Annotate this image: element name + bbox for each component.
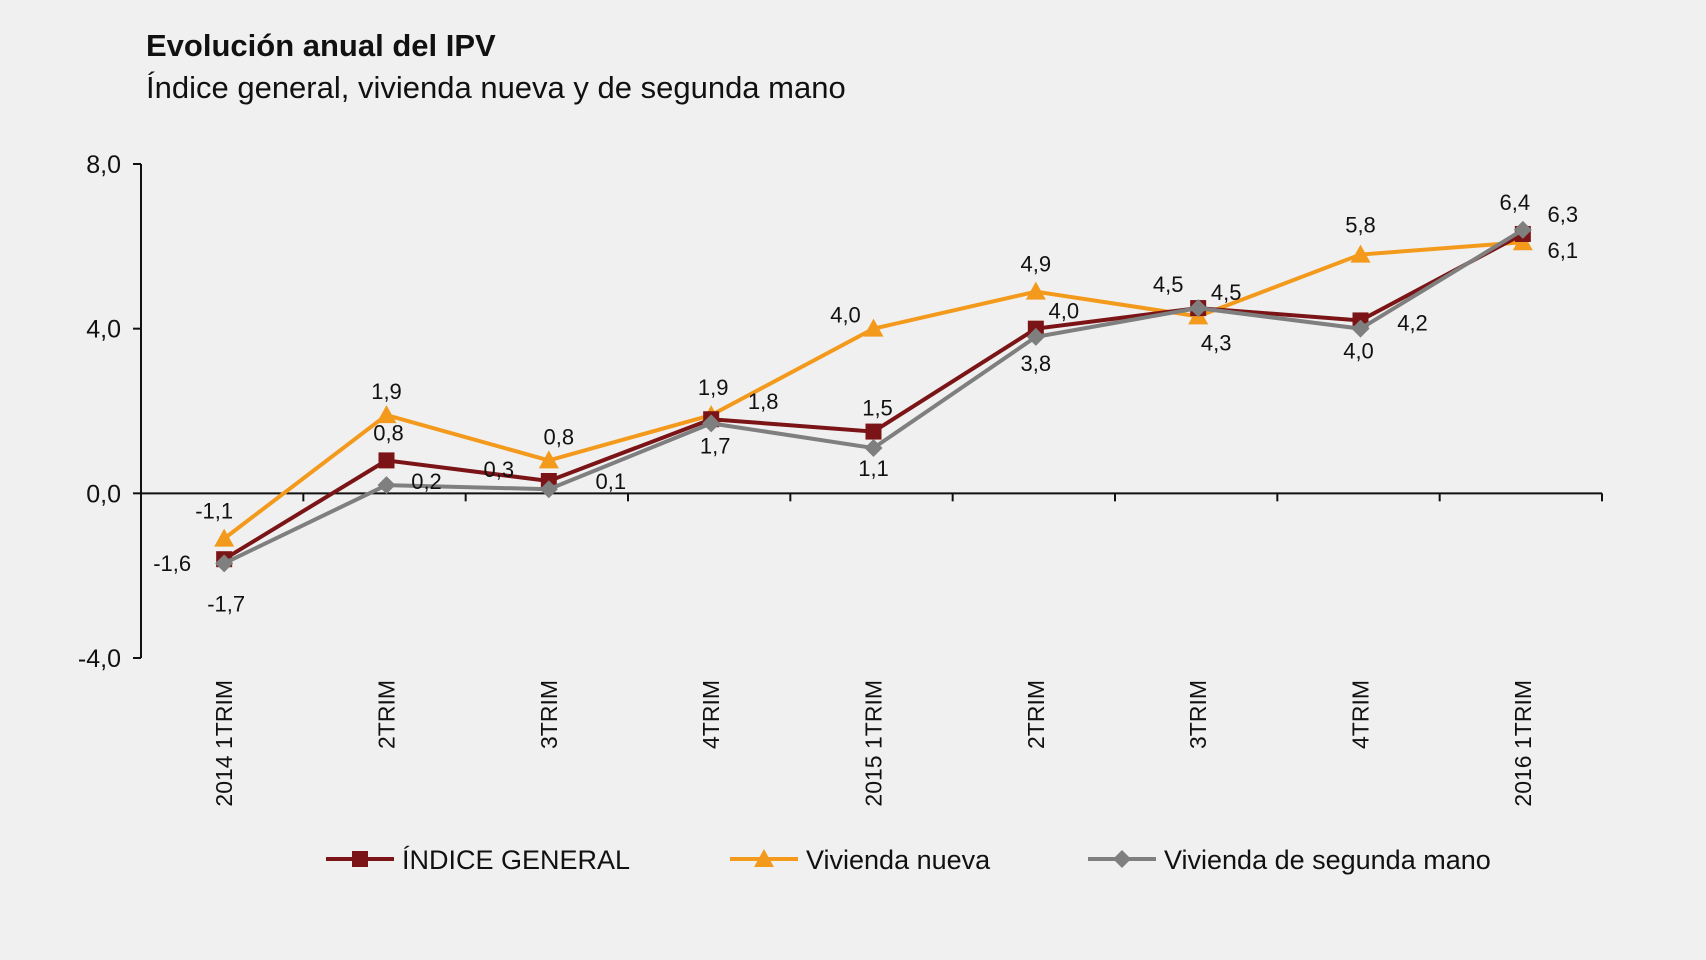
data-label: 0,8 bbox=[373, 420, 404, 445]
data-label: -1,7 bbox=[207, 591, 245, 616]
data-label: 0,1 bbox=[596, 469, 627, 494]
data-label: 5,8 bbox=[1345, 213, 1376, 238]
x-tick-label: 4TRIM bbox=[698, 680, 724, 749]
data-label: 4,0 bbox=[830, 303, 861, 328]
data-label: 6,4 bbox=[1500, 190, 1531, 215]
data-label: -1,6 bbox=[153, 551, 191, 576]
data-point bbox=[1189, 299, 1208, 318]
data-label: 1,9 bbox=[371, 379, 402, 404]
legend-item: ÍNDICE GENERAL bbox=[326, 845, 630, 875]
y-tick-label: 8,0 bbox=[86, 151, 121, 179]
legend-marker bbox=[1113, 850, 1131, 868]
data-point bbox=[538, 450, 559, 469]
data-point bbox=[1351, 319, 1370, 338]
data-point bbox=[1026, 327, 1045, 346]
data-point bbox=[376, 405, 397, 424]
data-label: 0,3 bbox=[484, 457, 515, 482]
x-tick-label: 2016 1TRIM bbox=[1510, 680, 1536, 807]
data-label: 6,1 bbox=[1548, 238, 1579, 263]
series-2 bbox=[215, 220, 1532, 573]
data-label: -1,1 bbox=[195, 499, 233, 524]
x-tick-label: 3TRIM bbox=[1185, 680, 1211, 749]
data-label: 1,1 bbox=[858, 456, 889, 481]
x-tick-label: 2014 1TRIM bbox=[211, 680, 237, 807]
data-label: 4,5 bbox=[1211, 280, 1242, 305]
data-label: 4,0 bbox=[1343, 339, 1374, 364]
data-point bbox=[863, 318, 884, 337]
data-label: 4,0 bbox=[1049, 299, 1080, 324]
chart-subtitle: Índice general, vivienda nueva y de segu… bbox=[146, 70, 846, 105]
data-point bbox=[377, 476, 396, 495]
data-label: 1,8 bbox=[748, 389, 779, 414]
legend-marker bbox=[754, 849, 774, 867]
y-tick-label: 0,0 bbox=[86, 480, 121, 508]
data-label: 4,5 bbox=[1153, 272, 1184, 297]
data-label: 4,2 bbox=[1397, 310, 1428, 335]
data-point bbox=[378, 452, 395, 469]
x-tick-label: 3TRIM bbox=[536, 680, 562, 749]
x-tick-label: 2015 1TRIM bbox=[861, 680, 887, 807]
data-point bbox=[1350, 244, 1371, 263]
data-label: 1,5 bbox=[862, 396, 893, 421]
y-tick-label: -4,0 bbox=[78, 645, 121, 673]
data-label: 0,8 bbox=[544, 424, 575, 449]
data-label: 0,2 bbox=[411, 469, 442, 494]
series-1 bbox=[214, 232, 1533, 547]
data-point bbox=[539, 480, 558, 499]
legend-label: Vivienda de segunda mano bbox=[1164, 845, 1491, 875]
chart-title: Evolución anual del IPV bbox=[146, 28, 496, 63]
x-tick-label: 4TRIM bbox=[1348, 680, 1374, 749]
data-label: 3,8 bbox=[1021, 351, 1052, 376]
data-label: 6,3 bbox=[1548, 202, 1579, 227]
data-point bbox=[1025, 281, 1046, 300]
data-label: 1,7 bbox=[700, 433, 731, 458]
legend-label: Vivienda nueva bbox=[806, 845, 991, 875]
data-point bbox=[214, 528, 235, 547]
x-tick-label: 2TRIM bbox=[1023, 680, 1049, 749]
legend-item: Vivienda nueva bbox=[730, 845, 991, 875]
legend-item: Vivienda de segunda mano bbox=[1088, 845, 1491, 875]
data-point bbox=[865, 423, 882, 440]
legend-marker bbox=[352, 851, 368, 867]
data-point bbox=[1513, 220, 1532, 239]
legend-label: ÍNDICE GENERAL bbox=[402, 845, 630, 875]
data-point bbox=[215, 554, 234, 573]
data-label: 4,9 bbox=[1021, 252, 1052, 277]
data-label: 4,3 bbox=[1201, 330, 1232, 355]
y-tick-label: 4,0 bbox=[86, 316, 121, 344]
x-tick-label: 2TRIM bbox=[374, 680, 400, 749]
data-point bbox=[702, 414, 721, 433]
data-point bbox=[864, 439, 883, 458]
data-label: 1,9 bbox=[698, 375, 729, 400]
